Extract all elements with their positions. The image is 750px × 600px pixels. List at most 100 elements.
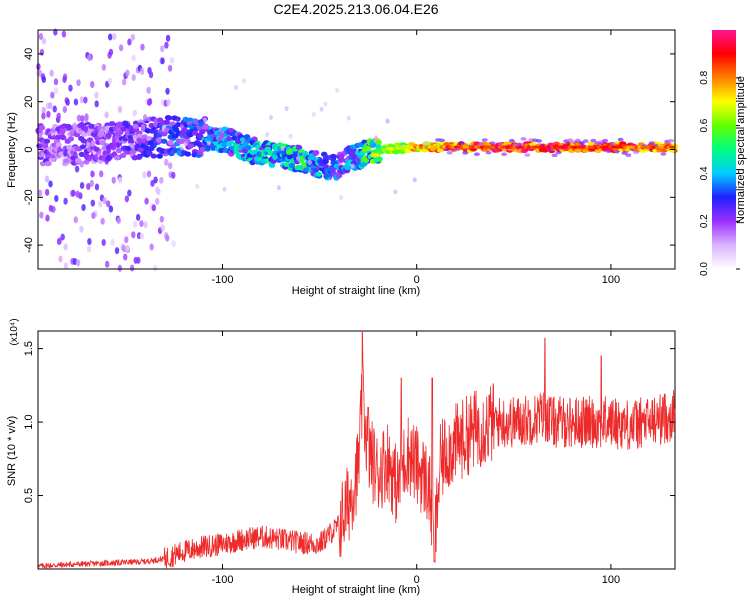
spectrogram-cell [83, 159, 90, 165]
spectrogram-cell [668, 139, 675, 143]
spectrogram-cell [86, 183, 91, 191]
spectrogram-cell [149, 243, 154, 251]
spectrogram-cell [131, 74, 136, 82]
spectrogram-cell [140, 43, 145, 51]
spectrogram-cell [669, 145, 675, 149]
snr-y-ticks: 0.5 1.0 1.5 [23, 341, 675, 503]
spectrogram-cell [520, 137, 527, 141]
spectrogram-cell [179, 130, 186, 137]
spectrogram-cell [38, 125, 46, 131]
spectrogram-cell [150, 153, 158, 159]
spectrogram-cell [127, 38, 132, 46]
spectrogram-cell [392, 150, 400, 155]
spectrogram-cell [160, 45, 165, 53]
spectrogram-cell [160, 57, 165, 65]
spectrogram-cell [63, 158, 70, 164]
spectrogram-cell [94, 91, 99, 99]
spectrogram-cell [90, 139, 96, 147]
spectrogram-cell [98, 200, 103, 208]
spectrogram-cell [74, 165, 80, 173]
spectrogram-cell [56, 112, 61, 120]
spectrogram-cell [473, 152, 480, 157]
spectrogram-cell [551, 153, 558, 158]
spectrogram-cell [195, 183, 200, 189]
spectrogram-cell [163, 119, 171, 125]
spectrogram-cell [55, 142, 62, 148]
spectrogram-cell [65, 98, 70, 106]
spectrogram-cell [50, 91, 55, 99]
spectrogram-cell [590, 138, 597, 143]
spectrogram-cell [351, 153, 358, 159]
spectrogram-cell [124, 149, 132, 155]
spectrogram-cell [322, 158, 329, 165]
chart-title: C2E4.2025.213.06.04.E26 [273, 1, 438, 17]
snr-series-line [37, 330, 676, 570]
spectrogram-cell [203, 117, 208, 123]
spectrogram-cell [160, 138, 168, 144]
colorbar-tick-label: 0.6 [699, 118, 710, 132]
spectrogram-cell [156, 188, 161, 196]
spectrogram-cell [90, 199, 96, 207]
spectrogram-cell [385, 118, 390, 124]
spectrogram-cell [98, 130, 105, 136]
x-tick-label: 0 [414, 574, 420, 586]
spectrogram-cell [59, 128, 66, 134]
spectrogram-cell [155, 197, 160, 205]
spectrogram-cell [135, 154, 143, 160]
spectrogram-cell [376, 156, 383, 162]
spectrogram-cell [155, 137, 163, 143]
spectrogram-cell [108, 205, 114, 213]
spectrogram-cell [233, 149, 240, 155]
colorbar-tick-label: 0.4 [699, 166, 710, 180]
spectrogram-cell [524, 153, 531, 157]
spectrogram-cell [53, 78, 59, 86]
spectrogram-cell [165, 87, 170, 95]
x-tick-label: 100 [602, 574, 620, 586]
spectrogram-cell [94, 183, 100, 191]
spectrogram-cell [100, 217, 105, 225]
spectrogram-cell [582, 139, 589, 143]
spectrogram-cell [303, 167, 310, 173]
spectrogram-cell [446, 150, 453, 155]
spectrogram-cell [296, 155, 301, 161]
spectrogram-cell [156, 153, 163, 159]
spectrogram-cell [159, 148, 166, 154]
spectrogram-cell [74, 157, 82, 163]
spectrogram-cell [52, 105, 57, 113]
spectrogram-cell [625, 153, 632, 157]
spectrogram-cell [123, 253, 128, 261]
spectrogram-cell [87, 238, 92, 246]
spectrogram-cell [102, 197, 107, 205]
spectrogram-cell [120, 126, 127, 132]
spectrogram-y-ticks: -40 -20 0 20 40 [23, 48, 675, 253]
spectrogram-cell [57, 237, 62, 245]
spectrogram-cell [169, 56, 175, 64]
spectrogram-cell [90, 170, 95, 178]
spectrogram-cell [438, 138, 445, 143]
spectrogram-cell [219, 132, 226, 138]
spectrogram-cell [46, 110, 51, 118]
spectrogram-cell [462, 151, 469, 155]
spectrogram-cell [276, 185, 281, 191]
spectrogram-cell [117, 105, 123, 113]
spectrogram-cell [319, 106, 324, 112]
spectrogram-cell [578, 141, 585, 146]
snr-frame [37, 330, 676, 570]
spectrogram-cell [58, 255, 63, 263]
spectrogram-cell [436, 148, 445, 153]
spectrogram-cell [244, 145, 252, 151]
spectrogram-cell [90, 80, 95, 88]
spectrogram-cell [322, 154, 330, 160]
spectrogram-cell [164, 115, 172, 121]
spectrogram-cell [602, 138, 609, 143]
spectrogram-cell [265, 132, 270, 138]
spectrogram-cell [66, 144, 73, 150]
spectrogram-cell [151, 204, 157, 212]
spectrogram-cell [131, 54, 136, 62]
spectrogram-cell [45, 214, 50, 222]
spectrogram-cell [133, 220, 138, 228]
spectrogram-cell [82, 126, 90, 132]
spectrogram-cell [129, 149, 137, 155]
spectrogram-cell [633, 150, 640, 155]
spectrogram-cell [567, 138, 574, 142]
